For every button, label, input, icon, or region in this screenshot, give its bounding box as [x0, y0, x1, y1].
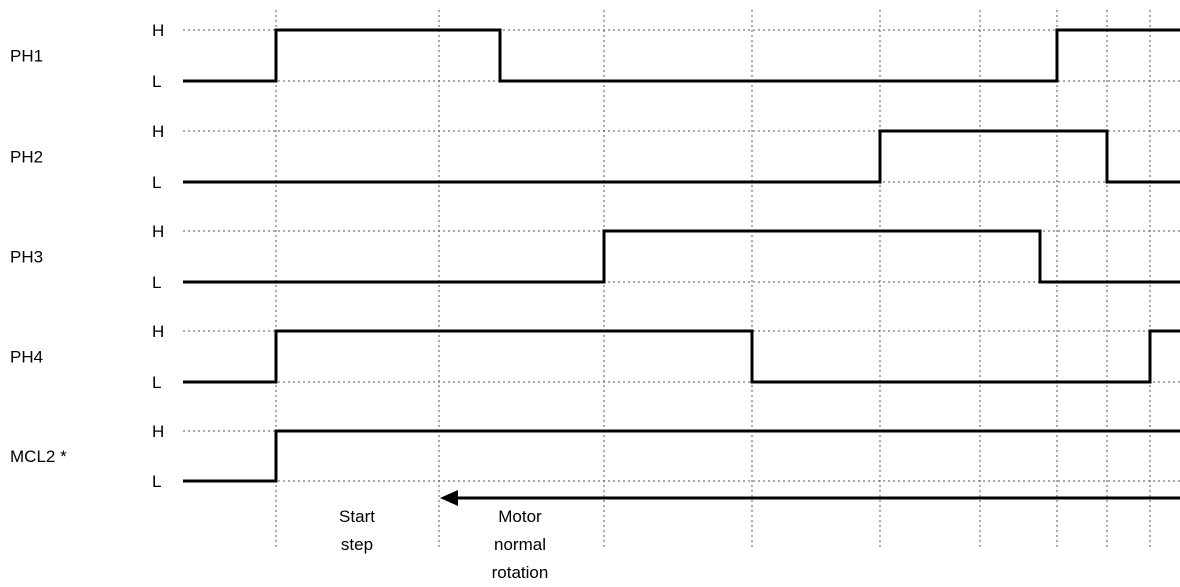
- level-low-label: L: [152, 273, 161, 292]
- signal-labels: PH1 H L PH2 H L PH3 H L PH4 H L MCL2 * H L: [10, 21, 164, 491]
- motor-rotation-line-2: normal: [494, 535, 546, 554]
- waveform-mcl2: [183, 429, 1180, 483]
- waveform-ph4: [183, 329, 1180, 384]
- signal-name: PH4: [10, 348, 43, 367]
- level-high-label: H: [152, 422, 164, 441]
- signal-name: PH1: [10, 47, 43, 66]
- start-step-line-1: Start: [339, 507, 375, 526]
- waveform-ph3: [183, 229, 1180, 284]
- level-low-label: L: [152, 173, 161, 192]
- level-high-label: H: [152, 21, 164, 40]
- signal-name: MCL2 *: [10, 447, 67, 466]
- signal-name: PH3: [10, 248, 43, 267]
- level-low-label: L: [152, 72, 161, 91]
- waveform-ph2: [183, 129, 1180, 184]
- start-step-line-2: step: [341, 535, 373, 554]
- start-step-annotation: Start step: [339, 507, 375, 554]
- level-high-label: H: [152, 122, 164, 141]
- level-low-label: L: [152, 472, 161, 491]
- motor-rotation-line-1: Motor: [498, 507, 542, 526]
- level-high-label: H: [152, 222, 164, 241]
- arrow-head-icon: [440, 490, 458, 506]
- waveform-ph1: [183, 28, 1180, 83]
- motor-rotation-line-3: rotation: [492, 563, 549, 582]
- level-low-label: L: [152, 373, 161, 392]
- motor-normal-rotation-annotation: Motor normal rotation: [492, 507, 549, 582]
- motor-rotation-arrow: [440, 490, 1180, 506]
- signal-name: PH2: [10, 148, 43, 167]
- grid-lines: [183, 10, 1180, 548]
- level-high-label: H: [152, 322, 164, 341]
- waveforms: [183, 28, 1180, 483]
